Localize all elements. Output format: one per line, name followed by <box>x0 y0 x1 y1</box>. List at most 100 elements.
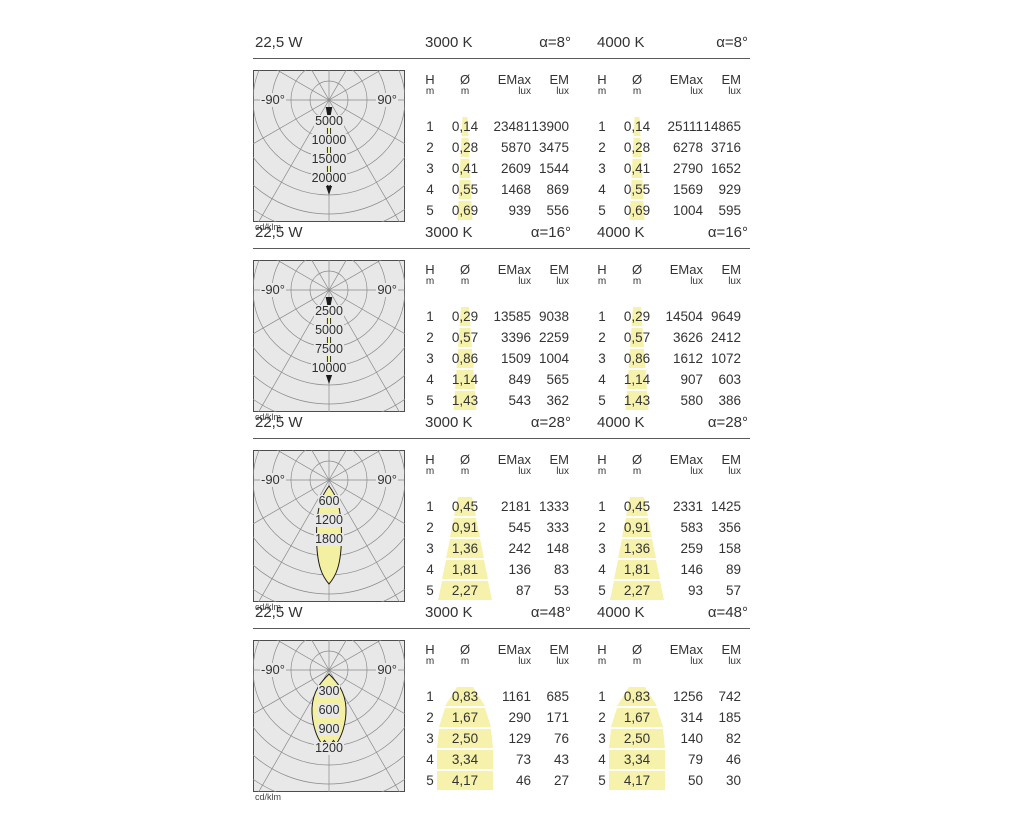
cell-em: 2259 <box>538 330 569 345</box>
cell-emax: 907 <box>680 372 703 387</box>
table-body: 1 0,45 2181 1333 2 0,91 545 333 3 1,36 242 148 4 1,81… <box>423 496 569 601</box>
col-label: EMax <box>497 452 531 467</box>
cell-em: 82 <box>725 731 741 746</box>
cell-h: 1 <box>426 309 434 324</box>
cell-diameter: 1,67 <box>437 707 493 728</box>
cell-emax: 1569 <box>672 182 703 197</box>
cct-4000k-label: 4000 K <box>597 34 645 51</box>
diameter-value: 0,55 <box>623 182 651 197</box>
cell-emax: 1004 <box>672 203 703 218</box>
table-body: 1 0,83 1161 685 2 1,67 290 171 3 2,50 129 76 4 3,34 73… <box>423 686 569 791</box>
col-unit: lux <box>728 656 741 667</box>
cell-h: 1 <box>598 309 606 324</box>
cell-h: 5 <box>598 773 606 788</box>
table-row: 5 4,17 50 30 <box>595 770 741 791</box>
cell-em: 1004 <box>538 351 569 366</box>
diameter-value: 1,14 <box>623 372 651 387</box>
cell-diameter: 1,43 <box>609 390 665 411</box>
cell-em: 171 <box>546 710 569 725</box>
diameter-value: 1,67 <box>623 710 651 725</box>
diameter-value: 0,83 <box>451 689 479 704</box>
cell-h: 1 <box>598 119 606 134</box>
cell-h: 2 <box>598 520 606 535</box>
col-header-em: EM lux <box>531 262 570 287</box>
table-row: 1 0,14 25111 14865 <box>595 116 741 137</box>
polar-diagram: -90° 90° 2500 5000 7500 10000 <box>253 260 405 412</box>
table-row: 4 0,55 1569 929 <box>595 179 741 200</box>
cell-emax: 73 <box>515 752 531 767</box>
beam-cone-highlight <box>617 687 657 706</box>
col-label: H <box>597 642 607 657</box>
cell-diameter: 4,17 <box>609 770 665 791</box>
wattage-label: 22,5 W <box>255 604 303 621</box>
cell-em: 1425 <box>710 499 741 514</box>
alpha-right-label: α=28° <box>707 414 748 431</box>
beam-cone-highlight <box>455 370 475 389</box>
angle-left-label: -90° <box>260 472 286 487</box>
col-header-emax: EMax lux <box>665 262 703 287</box>
cell-h: 3 <box>426 541 434 556</box>
cell-emax: 3396 <box>500 330 531 345</box>
table-row: 4 1,81 136 83 <box>423 559 569 580</box>
cell-emax: 25111 <box>667 119 703 134</box>
cell-emax: 13585 <box>493 309 531 324</box>
col-label: EM <box>549 642 570 657</box>
ring-value-label: 10000 <box>310 133 348 147</box>
cell-h: 1 <box>426 689 434 704</box>
cell-em: 57 <box>725 583 741 598</box>
col-label: EMax <box>497 262 531 277</box>
cell-emax: 1468 <box>500 182 531 197</box>
col-unit: m <box>460 466 470 477</box>
diameter-value: 2,27 <box>451 583 479 598</box>
cell-emax: 1509 <box>500 351 531 366</box>
diameter-value: 0,86 <box>451 351 479 366</box>
col-unit: lux <box>690 86 703 97</box>
col-unit: lux <box>690 656 703 667</box>
cell-emax: 242 <box>508 541 531 556</box>
col-header-em: EM lux <box>531 642 570 667</box>
cell-diameter: 0,45 <box>609 496 665 517</box>
cell-emax: 50 <box>687 773 703 788</box>
cell-em: 929 <box>718 182 741 197</box>
cell-h: 2 <box>598 330 606 345</box>
alpha-right-label: α=8° <box>716 34 748 51</box>
table-row: 4 0,55 1468 869 <box>423 179 569 200</box>
photometric-section: 22,5 W 3000 K α=48° 4000 K α=48° -90° 90° 300 60… <box>253 600 750 802</box>
beam-cone-highlight <box>614 560 660 579</box>
angle-right-label: 90° <box>376 282 398 297</box>
col-label: EMax <box>669 262 703 277</box>
cell-h: 4 <box>598 752 606 767</box>
table-row: 1 0,83 1256 742 <box>595 686 741 707</box>
table-row: 2 1,67 314 185 <box>595 707 741 728</box>
col-header-em: EM lux <box>703 452 742 477</box>
cell-em: 356 <box>718 520 741 535</box>
table-row: 1 0,14 23481 13900 <box>423 116 569 137</box>
beam-cone-highlight <box>629 201 645 220</box>
cell-emax: 129 <box>508 731 531 746</box>
cell-emax: 543 <box>508 393 531 408</box>
cell-em: 869 <box>546 182 569 197</box>
table-row: 2 1,67 290 171 <box>423 707 569 728</box>
cell-emax: 5870 <box>500 140 531 155</box>
col-label: Ø <box>459 72 471 87</box>
cell-h: 3 <box>426 351 434 366</box>
col-label: Ø <box>631 642 643 657</box>
cell-em: 3716 <box>710 140 741 155</box>
diameter-value: 4,17 <box>451 773 479 788</box>
col-header-emax: EMax lux <box>665 452 703 477</box>
col-header-emax: EMax lux <box>493 642 531 667</box>
col-unit: lux <box>690 276 703 287</box>
ring-value-label: 1800 <box>314 532 344 546</box>
col-unit: m <box>425 86 435 97</box>
cell-h: 3 <box>598 161 606 176</box>
col-unit: lux <box>518 656 531 667</box>
angle-left-label: -90° <box>260 282 286 297</box>
